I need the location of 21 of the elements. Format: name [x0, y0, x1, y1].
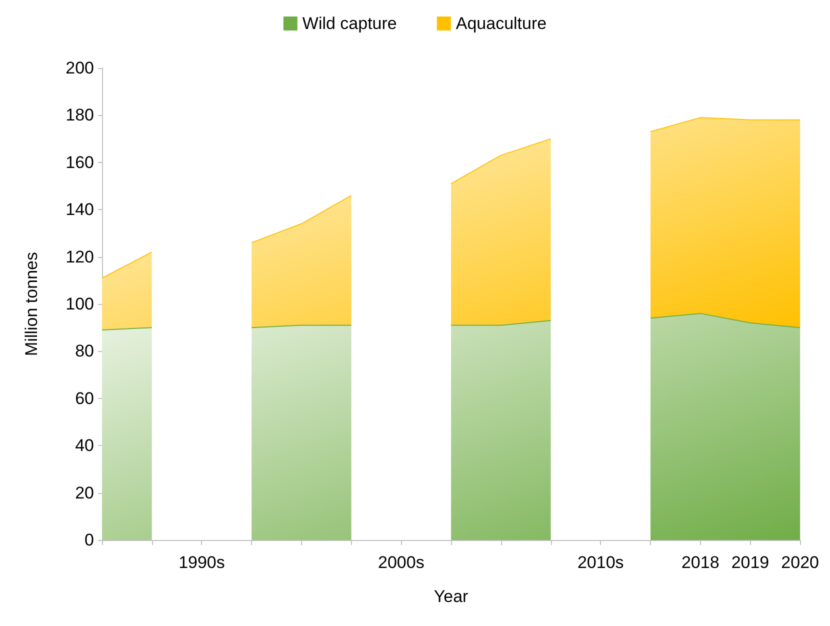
y-tick-label: 20 [75, 483, 94, 502]
y-tick-label: 80 [75, 342, 94, 361]
y-tick-label: 40 [75, 436, 94, 456]
x-tick-label: 1990s [178, 553, 225, 572]
x-tick-label: 2018 [681, 553, 720, 572]
y-tick-label: 120 [66, 247, 94, 266]
x-tick-label: 2010s [577, 553, 624, 572]
x-axis-title: Year [434, 587, 469, 606]
y-tick-label: 200 [66, 58, 94, 78]
legend-label: Wild capture [302, 14, 397, 33]
y-tick-label: 160 [66, 152, 94, 172]
y-tick-label: 140 [66, 200, 94, 220]
legend-label: Aquaculture [456, 14, 547, 33]
y-tick-label: 60 [75, 388, 94, 408]
y-tick-label: 0 [84, 530, 94, 550]
x-tick-label: 2019 [731, 553, 770, 572]
y-tick-label: 180 [66, 106, 94, 125]
x-tick-label: 2020 [781, 553, 820, 572]
x-tick-label: 2000s [378, 553, 424, 572]
y-tick-label: 100 [66, 294, 94, 314]
y-axis-title: Million tonnes [22, 252, 41, 356]
